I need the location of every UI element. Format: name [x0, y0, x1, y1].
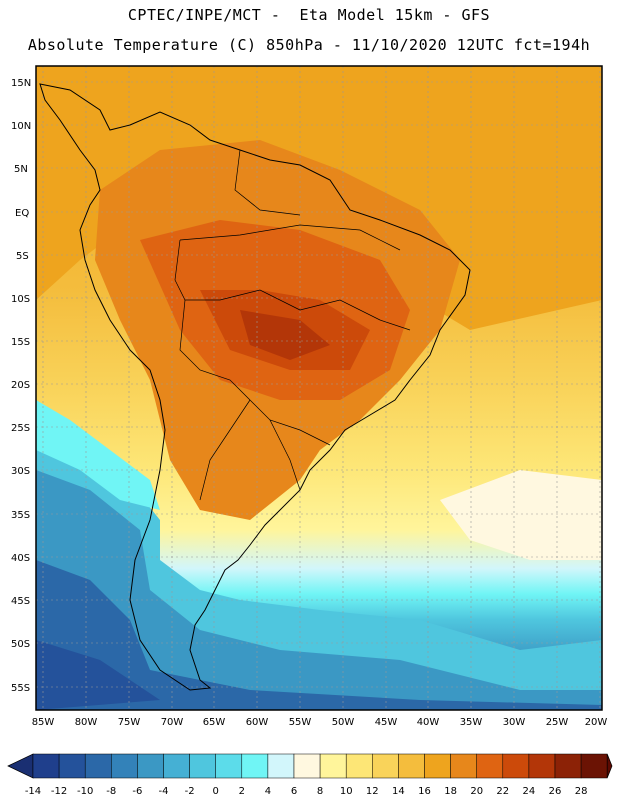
map-border — [35, 65, 603, 711]
colorbar-label: 24 — [523, 786, 536, 797]
south-america-coastline — [39, 83, 471, 691]
lat-label: 30S — [11, 466, 30, 477]
colorbar-label: 12 — [366, 786, 379, 797]
colorbar-swatch — [84, 753, 112, 779]
colorbar-label: -2 — [185, 786, 195, 797]
lat-label: 5S — [16, 251, 29, 262]
colorbar-label: 26 — [549, 786, 562, 797]
lon-label: 75W — [118, 717, 141, 728]
lat-label: 55S — [11, 683, 30, 694]
lon-label: 80W — [75, 717, 98, 728]
lon-label: 55W — [289, 717, 312, 728]
colorbar-label: -14 — [25, 786, 41, 797]
colorbar-swatch — [241, 753, 269, 779]
lat-label: 15N — [11, 78, 31, 89]
lat-label: 50S — [11, 639, 30, 650]
colorbar: -14 -12 -10 -8 -6 -4 -2 0 2 4 6 8 10 12 14 16 18 20 22 24 26… — [7, 753, 613, 797]
colorbar-label: 0 — [213, 786, 219, 797]
lat-label: 35S — [11, 510, 30, 521]
colorbar-swatch — [293, 753, 321, 779]
lat-label: 10S — [11, 294, 30, 305]
colorbar-label: 10 — [340, 786, 353, 797]
lat-label: 40S — [11, 553, 30, 564]
colorbar-swatch — [319, 753, 347, 779]
lon-label: 45W — [375, 717, 398, 728]
lon-label: 30W — [503, 717, 526, 728]
colorbar-label: -8 — [106, 786, 116, 797]
longitude-labels: 85W 80W 75W 70W 65W 60W 55W 50W 45W 40W … — [32, 717, 608, 728]
colorbar-swatch — [345, 753, 373, 779]
colorbar-swatch — [398, 753, 425, 779]
latitude-labels: 15N 10N 5N EQ 5S 10S 15S 20S 25S 30S 35S… — [11, 78, 31, 694]
colorbar-swatch — [554, 753, 582, 779]
lat-label: 45S — [11, 596, 30, 607]
lon-label: 20W — [585, 717, 608, 728]
lon-label: 65W — [203, 717, 226, 728]
lon-label: 25W — [546, 717, 569, 728]
graticule — [36, 66, 602, 710]
colorbar-label: 18 — [444, 786, 457, 797]
colorbar-swatch — [32, 753, 60, 779]
colorbar-label: 20 — [470, 786, 483, 797]
lat-label: 25S — [11, 423, 30, 434]
colorbar-swatch — [215, 753, 243, 779]
colorbar-label: -6 — [132, 786, 142, 797]
lon-label: 70W — [161, 717, 184, 728]
colorbar-label: 8 — [317, 786, 323, 797]
lon-label: 85W — [32, 717, 55, 728]
colorbar-swatch — [450, 753, 477, 779]
lon-label: 40W — [417, 717, 440, 728]
colorbar-label: -4 — [159, 786, 169, 797]
colorbar-swatch — [580, 753, 608, 779]
colorbar-label: 2 — [239, 786, 245, 797]
lat-label: EQ — [15, 208, 29, 219]
colorbar-label: 16 — [418, 786, 431, 797]
lat-label: 15S — [11, 337, 30, 348]
colorbar-swatch — [372, 753, 399, 779]
colorbar-swatch — [137, 753, 164, 779]
country-borders — [174, 149, 411, 501]
colorbar-label: 6 — [291, 786, 297, 797]
lat-label: 20S — [11, 380, 30, 391]
temperature-field — [36, 66, 602, 710]
colorbar-swatch — [189, 753, 216, 779]
colorbar-swatch — [424, 753, 451, 779]
colorbar-label: 22 — [496, 786, 509, 797]
colorbar-swatch — [111, 753, 138, 779]
colorbar-swatch — [476, 753, 504, 779]
colorbar-label: -10 — [77, 786, 93, 797]
colorbar-swatch — [502, 753, 530, 779]
lon-label: 60W — [246, 717, 269, 728]
lon-label: 50W — [332, 717, 355, 728]
lon-label: 35W — [460, 717, 483, 728]
colorbar-swatch — [163, 753, 190, 779]
colorbar-arrow-left — [7, 753, 34, 779]
map-title: CPTEC/INPE/MCT - Eta Model 15km - GFS — [127, 6, 491, 24]
colorbar-label: -12 — [51, 786, 67, 797]
lat-label: 5N — [14, 164, 28, 175]
colorbar-swatch — [528, 753, 556, 779]
colorbar-label: 14 — [392, 786, 405, 797]
lat-label: 10N — [11, 121, 31, 132]
colorbar-swatch — [267, 753, 295, 779]
map-subtitle: Absolute Temperature (C) 850hPa - 11/10/… — [27, 36, 591, 54]
colorbar-swatch — [58, 753, 86, 779]
colorbar-label: 4 — [265, 786, 271, 797]
colorbar-label: 28 — [575, 786, 588, 797]
colorbar-arrow-right — [606, 753, 613, 779]
